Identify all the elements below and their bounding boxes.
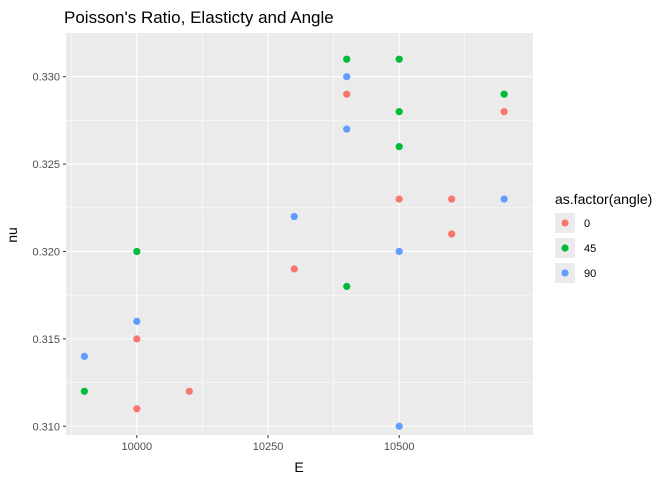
- point-angle-0: [395, 195, 403, 203]
- x-tick-label: 10500: [384, 441, 415, 453]
- point-angle-0: [290, 265, 298, 273]
- data-points: [80, 55, 508, 430]
- legend-label-45: 45: [584, 243, 596, 255]
- legend-title: as.factor(angle): [555, 191, 652, 207]
- x-tick-label: 10000: [122, 441, 153, 453]
- point-angle-90: [395, 422, 403, 430]
- plot-panel: [66, 33, 533, 435]
- point-angle-0: [185, 387, 193, 395]
- point-angle-90: [500, 195, 508, 203]
- x-axis-ticks: 10000 10250 10500: [122, 435, 415, 453]
- point-angle-45: [343, 282, 351, 291]
- point-angle-0: [448, 230, 456, 238]
- y-tick-label: 0.325: [32, 159, 60, 171]
- y-axis-ticks: 0.310 0.315 0.320 0.325 0.330: [32, 72, 66, 433]
- y-tick-label: 0.315: [32, 334, 60, 346]
- y-tick-label: 0.310: [32, 421, 60, 433]
- legend: as.factor(angle) 0 45 90: [555, 191, 652, 283]
- y-tick-label: 0.320: [32, 246, 60, 258]
- legend-label-90: 90: [584, 268, 596, 280]
- point-angle-0: [133, 335, 141, 343]
- chart-title: Poisson's Ratio, Elasticty and Angle: [64, 8, 334, 27]
- point-angle-45: [395, 143, 403, 151]
- grid-lines: [66, 33, 533, 435]
- point-angle-90: [80, 352, 88, 360]
- point-angle-90: [133, 317, 141, 325]
- x-axis-title: E: [294, 459, 303, 475]
- point-angle-0: [448, 195, 456, 203]
- point-angle-45: [395, 55, 403, 63]
- point-angle-45: [395, 108, 403, 116]
- point-angle-45: [133, 247, 141, 256]
- point-angle-0: [133, 405, 141, 413]
- y-axis-title: nu: [4, 227, 20, 243]
- legend-label-0: 0: [584, 218, 590, 230]
- point-angle-90: [290, 212, 298, 221]
- point-angle-45: [80, 387, 88, 395]
- legend-marker-0: [561, 219, 569, 227]
- point-angle-90: [343, 73, 351, 81]
- point-angle-0: [500, 108, 508, 116]
- legend-marker-45: [561, 244, 569, 252]
- point-angle-0: [343, 90, 351, 98]
- legend-marker-90: [561, 269, 569, 277]
- point-angle-45: [500, 90, 508, 98]
- point-angle-45: [343, 55, 351, 63]
- y-tick-label: 0.330: [32, 72, 60, 84]
- point-angle-90: [343, 125, 351, 133]
- point-angle-90: [395, 247, 403, 256]
- x-tick-label: 10250: [253, 441, 284, 453]
